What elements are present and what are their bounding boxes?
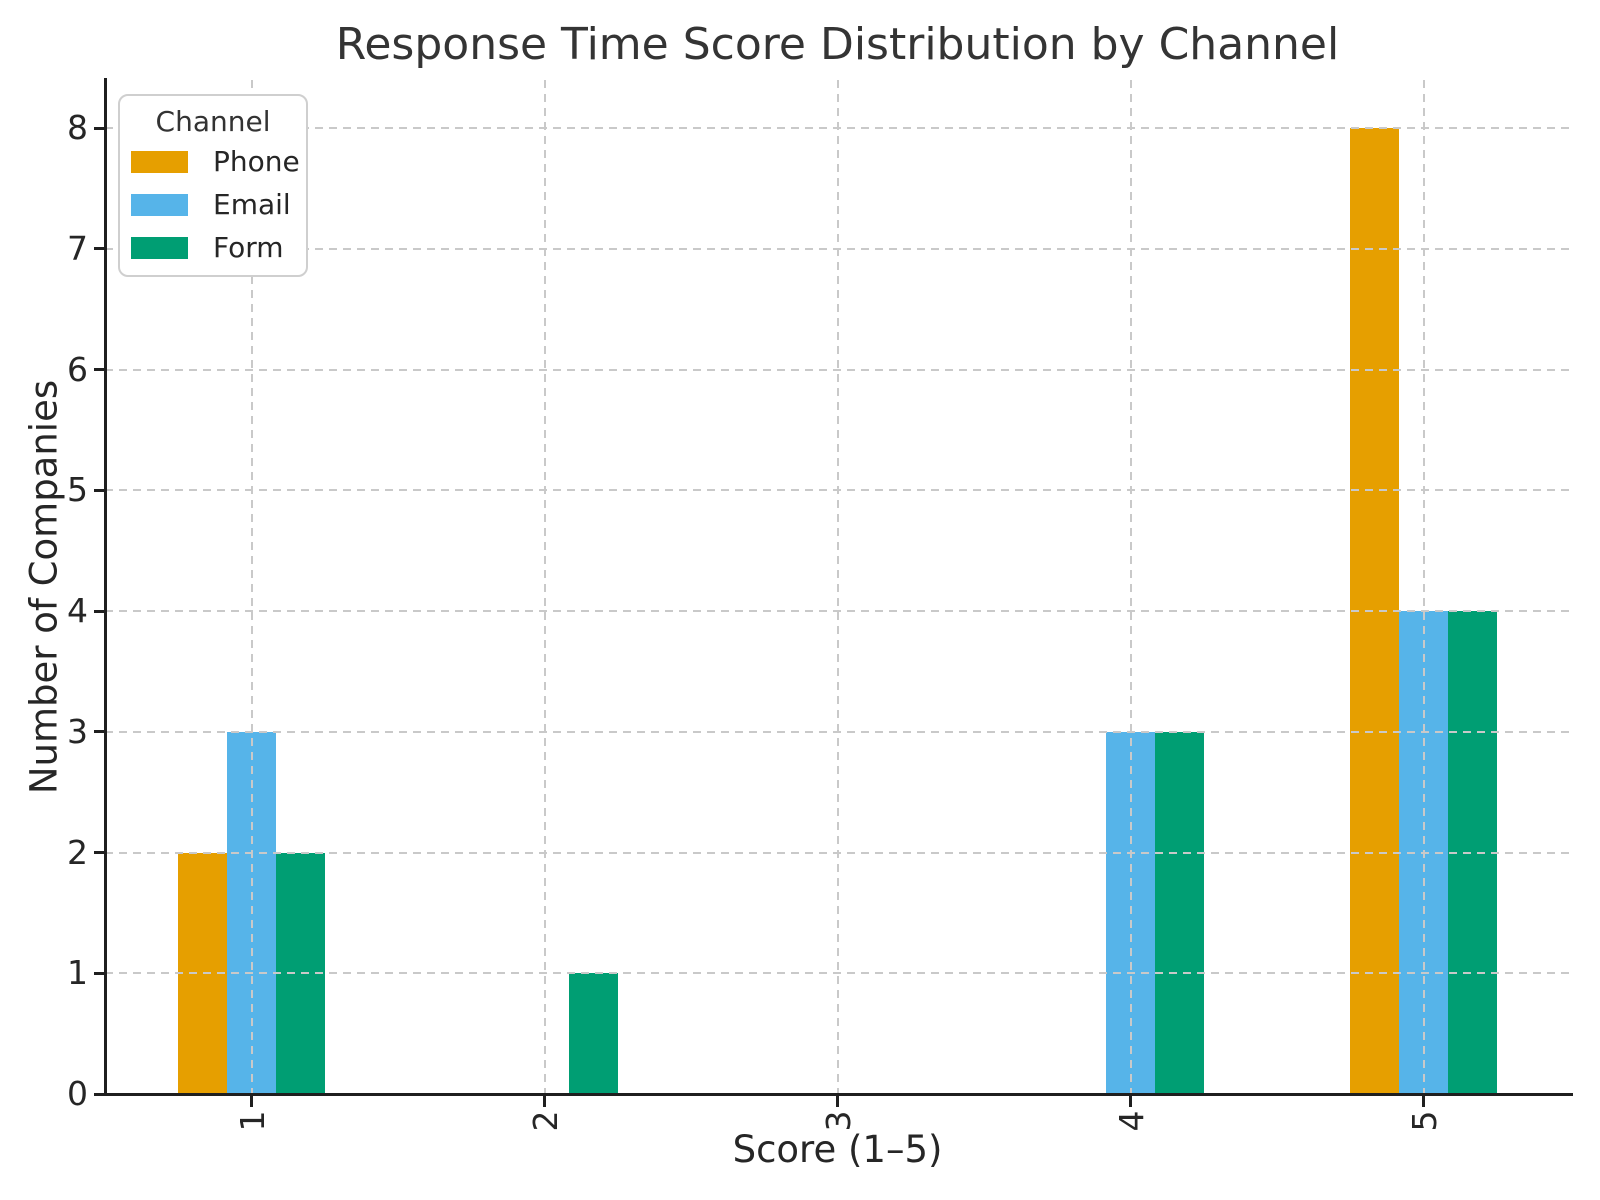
gridline-y-5: [105, 489, 1570, 492]
x-tick-5: [1422, 1096, 1425, 1107]
x-tick-2: [543, 1096, 546, 1107]
gridline-y-2: [105, 851, 1570, 854]
y-tick-label-8: 8: [67, 108, 88, 147]
legend-item-phone: Phone: [120, 140, 306, 183]
gridline-y-1: [105, 972, 1570, 975]
y-tick-0: [94, 1092, 105, 1096]
y-tick-8: [94, 126, 105, 130]
y-tick-label-3: 3: [67, 711, 88, 751]
gridline-x-5: [1422, 80, 1425, 1094]
legend-item-email: Email: [120, 183, 306, 226]
y-tick-3: [94, 730, 105, 734]
y-tick-label-5: 5: [67, 470, 88, 510]
gridline-y-8: [105, 127, 1570, 129]
legend-swatch-form-icon: [131, 236, 188, 259]
gridline-x-4: [1129, 80, 1132, 1094]
x-tick-3: [836, 1096, 839, 1107]
y-tick-label-4: 4: [67, 591, 88, 630]
y-tick-5: [94, 488, 105, 492]
y-tick-label-0: 0: [67, 1074, 88, 1113]
y-tick-4: [94, 609, 105, 613]
y-tick-1: [94, 971, 105, 975]
legend-items: Phone Email Form: [120, 140, 306, 269]
y-tick-label-6: 6: [67, 349, 88, 389]
gridline-x-1: [250, 80, 253, 1094]
y-tick-7: [94, 247, 105, 251]
y-tick-label-1: 1: [67, 953, 88, 993]
gridline-y-4: [105, 610, 1570, 612]
x-axis-label: Score (1–5): [732, 1128, 943, 1171]
gridline-y-3: [105, 730, 1570, 733]
legend-item-form: Form: [120, 226, 306, 269]
x-tick-1: [250, 1096, 253, 1107]
y-tick-label-2: 2: [67, 832, 88, 872]
x-tick-4: [1129, 1096, 1132, 1107]
legend-label-phone: Phone: [213, 145, 300, 178]
legend-label-email: Email: [213, 188, 291, 221]
legend-swatch-email-icon: [131, 193, 188, 216]
bar-form-score-2: [569, 973, 618, 1094]
legend-title: Channel: [155, 105, 271, 138]
y-axis-spine: [104, 78, 107, 1096]
gridline-y-6: [105, 368, 1570, 371]
chart-title: Response Time Score Distribution by Chan…: [335, 19, 1340, 70]
legend-label-form: Form: [213, 231, 284, 264]
y-tick-2: [94, 851, 105, 854]
gridline-x-3: [836, 80, 839, 1094]
legend-swatch-phone-icon: [131, 150, 188, 173]
plot-area: [105, 80, 1570, 1094]
gridline-y-7: [105, 247, 1570, 250]
legend: Channel Phone Email Form: [118, 94, 308, 277]
y-tick-label-7: 7: [67, 228, 88, 268]
gridline-x-2: [543, 80, 546, 1094]
y-tick-6: [94, 368, 105, 371]
bar-form-score-4: [1155, 731, 1204, 1094]
x-axis-spine: [104, 1093, 1573, 1096]
